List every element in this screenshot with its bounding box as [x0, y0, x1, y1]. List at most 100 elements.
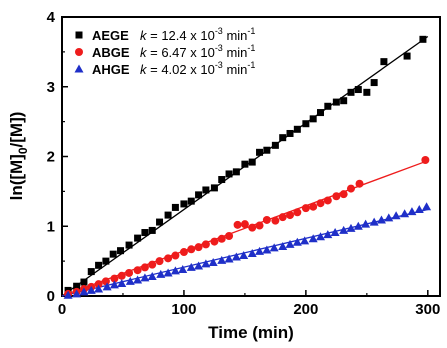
data-point-ahge — [300, 236, 310, 245]
y-axis-label: ln([M]0/[M]) — [7, 112, 30, 201]
data-point-aege — [171, 203, 179, 211]
data-point-abge — [179, 248, 188, 257]
legend-marker-abge — [75, 48, 83, 56]
data-point-abge — [140, 263, 149, 272]
data-point-aege — [180, 200, 188, 208]
data-point-ahge — [262, 245, 272, 254]
data-point-abge — [201, 240, 210, 249]
y-tick-label: 4 — [47, 9, 56, 26]
data-point-aege — [248, 158, 256, 166]
data-points — [63, 35, 432, 299]
data-point-aege — [340, 97, 348, 105]
data-point-ahge — [194, 261, 204, 270]
legend-rate-ahge: k = 4.02 x 10-3 min-1 — [140, 60, 255, 77]
y-tick-label: 1 — [47, 218, 55, 235]
data-point-ahge — [285, 239, 295, 248]
data-point-ahge — [117, 278, 127, 287]
data-point-ahge — [133, 275, 143, 284]
data-point-aege — [309, 115, 317, 123]
y-axis-title: ln([M]0/[M]) — [7, 112, 30, 201]
data-point-aege — [125, 241, 133, 249]
data-point-aege — [156, 218, 164, 226]
data-point-ahge — [63, 290, 73, 299]
data-point-abge — [355, 179, 364, 188]
data-point-aege — [164, 211, 172, 219]
data-point-ahge — [422, 202, 432, 211]
data-point-ahge — [353, 221, 363, 230]
data-point-abge — [262, 215, 271, 224]
data-point-ahge — [109, 280, 119, 289]
series-aege — [64, 35, 427, 294]
data-point-aege — [403, 52, 411, 60]
data-point-aege — [332, 98, 340, 106]
data-point-aege — [95, 261, 103, 269]
data-point-aege — [134, 234, 142, 242]
data-point-ahge — [247, 248, 257, 257]
data-point-ahge — [72, 289, 82, 298]
data-point-aege — [141, 229, 149, 237]
data-point-aege — [279, 134, 287, 142]
legend-label-aege: AEGE — [92, 28, 129, 43]
data-point-ahge — [400, 209, 410, 218]
series-ahge — [63, 202, 432, 299]
x-tick-label: 300 — [415, 301, 440, 318]
data-point-aege — [73, 282, 81, 290]
data-point-ahge — [156, 269, 166, 278]
data-point-aege — [80, 278, 88, 286]
data-point-ahge — [292, 237, 302, 246]
data-point-ahge — [208, 258, 218, 267]
legend-marker-aege — [75, 31, 83, 39]
legend-marker-ahge — [74, 64, 84, 73]
x-tick-label: 0 — [58, 301, 66, 318]
data-point-abge — [346, 184, 355, 193]
data-point-abge — [225, 232, 234, 241]
data-point-aege — [87, 268, 95, 276]
data-point-ahge — [391, 211, 401, 220]
data-point-ahge — [316, 232, 326, 241]
legend: AEGE k = 12.4 x 10-3 min-1 ABGE k = 6.47 x … — [74, 26, 255, 77]
data-point-aege — [293, 125, 301, 133]
data-point-abge — [339, 190, 348, 199]
data-point-ahge — [94, 284, 104, 293]
data-point-ahge — [269, 243, 279, 252]
data-point-aege — [370, 79, 378, 87]
data-point-aege — [354, 86, 362, 94]
data-point-abge — [301, 204, 310, 213]
data-point-abge — [309, 202, 318, 211]
data-point-ahge — [361, 219, 371, 228]
data-point-aege — [109, 250, 117, 258]
data-point-abge — [133, 266, 142, 275]
data-point-abge — [117, 271, 126, 280]
data-point-aege — [302, 120, 310, 128]
data-point-aege — [117, 247, 125, 255]
data-point-aege — [256, 148, 264, 156]
data-point-ahge — [201, 259, 211, 268]
data-point-ahge — [147, 271, 157, 280]
data-point-aege — [317, 109, 325, 117]
data-point-aege — [419, 35, 427, 43]
data-point-aege — [363, 88, 371, 96]
data-point-ahge — [323, 230, 333, 239]
data-point-abge — [255, 221, 264, 230]
data-point-aege — [263, 146, 271, 154]
data-point-abge — [316, 199, 325, 208]
data-point-aege — [102, 257, 110, 265]
legend-label-abge: ABGE — [92, 45, 130, 60]
data-point-aege — [210, 184, 218, 192]
data-point-ahge — [414, 205, 424, 214]
data-point-aege — [225, 170, 233, 178]
legend-label-ahge: AHGE — [92, 62, 130, 77]
data-point-abge — [332, 192, 341, 201]
data-point-ahge — [308, 234, 318, 243]
data-point-aege — [324, 102, 332, 110]
data-point-aege — [232, 168, 240, 176]
data-point-abge — [125, 268, 134, 277]
data-point-aege — [195, 191, 203, 199]
data-point-aege — [148, 226, 156, 234]
data-point-ahge — [330, 228, 340, 237]
data-point-ahge — [224, 254, 234, 263]
data-point-abge — [248, 223, 257, 232]
data-point-ahge — [163, 268, 173, 277]
